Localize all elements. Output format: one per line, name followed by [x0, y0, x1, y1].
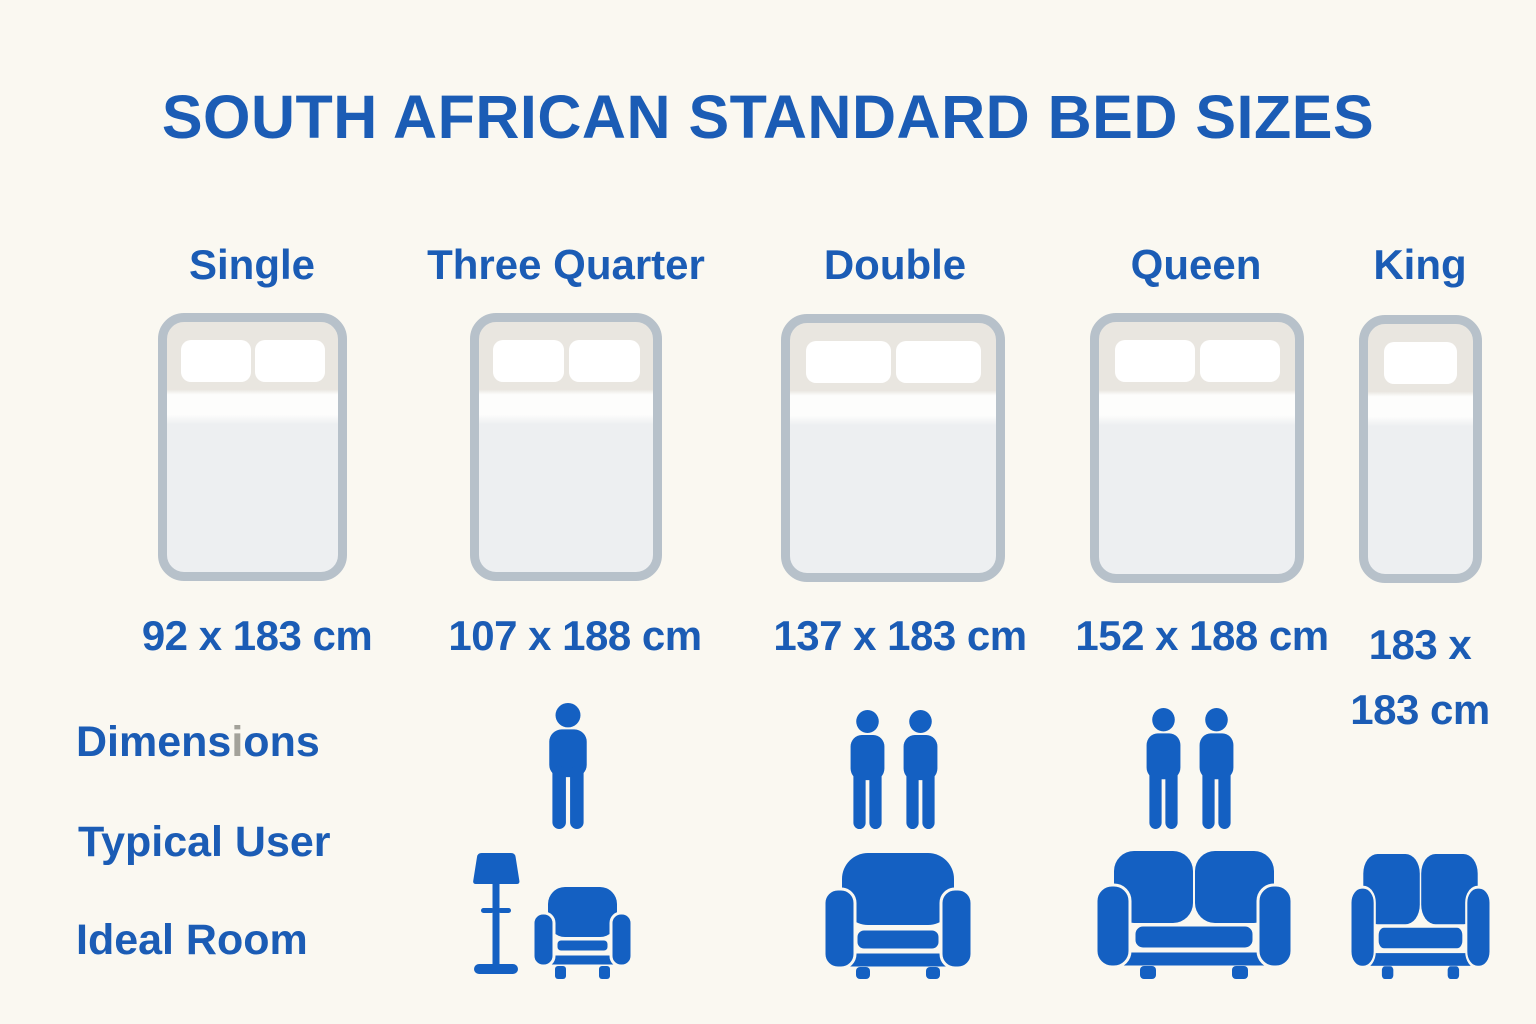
typical-user-group-double — [844, 710, 944, 830]
row-label-dimensions: Dimensions — [76, 718, 320, 766]
wide-armchair-icon — [822, 853, 974, 979]
ideal-room-group-queen — [1094, 849, 1294, 979]
person-icon — [903, 710, 938, 830]
person-icon — [850, 710, 885, 830]
person-icon — [1199, 708, 1234, 830]
dimension-label-three-quarter: 107 x 188 cm — [448, 612, 702, 659]
row-label-typical-user: Typical User — [78, 818, 331, 866]
bed-icon-three-quarter — [470, 313, 662, 581]
person-icon — [549, 703, 587, 829]
pillow-icon — [1199, 339, 1281, 383]
column-header-double: Double — [823, 241, 967, 288]
pillow-icon — [492, 339, 565, 382]
bed-icon-king — [1359, 315, 1482, 583]
bed-icon-queen — [1090, 313, 1304, 583]
ideal-room-group-king — [1349, 852, 1492, 979]
typical-user-group-three-quarter — [542, 703, 594, 830]
bed-icon-single — [158, 313, 347, 581]
page-title: SOUTH AFRICAN STANDARD BED SIZES — [161, 83, 1375, 151]
column-header-queen: Queen — [1130, 241, 1262, 288]
pillow-icon — [806, 340, 891, 383]
dimension-label-double: 137 x 183 cm — [773, 612, 1027, 659]
pillow-icon — [896, 340, 981, 383]
pillow-icon — [1114, 339, 1196, 383]
ideal-room-group-double — [822, 851, 974, 979]
armchair-icon — [531, 887, 634, 979]
row-label-ideal-room: Ideal Room — [76, 916, 308, 964]
dimension-label-single: 92 x 183 cm — [141, 612, 373, 659]
dimension-label-queen: 152 x 188 cm — [1075, 612, 1329, 659]
typical-user-group-queen — [1140, 708, 1240, 830]
pillow-icon — [180, 339, 251, 382]
column-header-king: King — [1373, 241, 1467, 288]
floor-lamp-icon — [473, 853, 520, 974]
column-header-three-quarter: Three Quarter — [427, 241, 705, 288]
ideal-room-group-three-quarter — [466, 851, 634, 979]
sofa-icon — [1349, 853, 1492, 979]
column-header-single: Single — [188, 241, 316, 288]
sofa-icon — [1094, 851, 1294, 979]
person-icon — [1146, 708, 1181, 830]
pillow-icon — [1383, 341, 1458, 384]
bed-icon-double — [781, 314, 1005, 582]
pillow-icon — [255, 339, 326, 382]
dimension-label-king: 183 x 183 cm — [1350, 621, 1490, 734]
pillow-icon — [568, 339, 640, 382]
